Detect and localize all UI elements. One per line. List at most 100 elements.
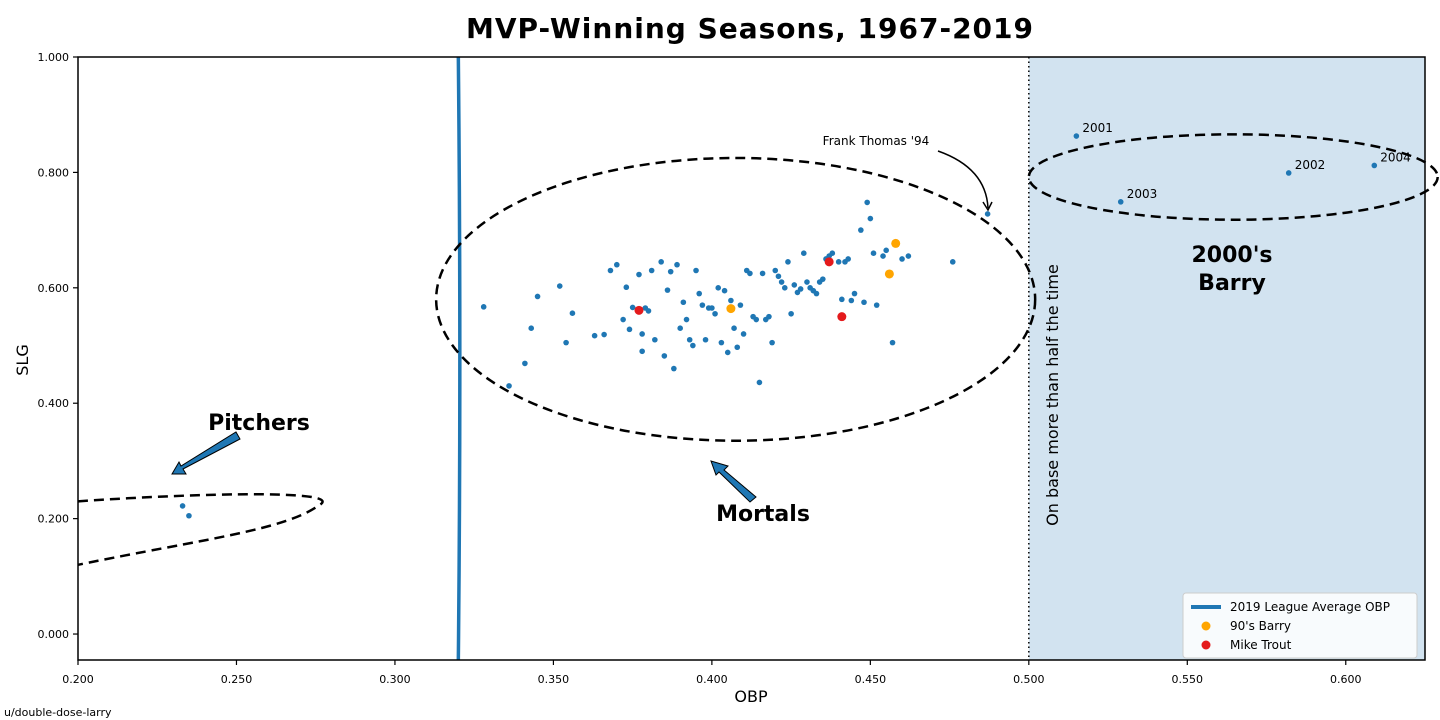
- y-tick-label: 0.400: [38, 397, 70, 410]
- mvp-point: [677, 325, 683, 332]
- mvp-point: [680, 299, 687, 306]
- mvp-point: [686, 336, 693, 343]
- trout-point: [837, 312, 847, 322]
- league-average-obp-line: [456, 56, 462, 661]
- year-label: 2002: [1295, 158, 1326, 172]
- pitchers-annotation: Pitchers: [208, 411, 310, 436]
- mvp-point: [614, 261, 620, 268]
- mvp-point: [788, 310, 794, 317]
- mvp-point: [690, 342, 696, 349]
- mvp-point: [845, 256, 851, 262]
- mvp-point: [480, 304, 487, 310]
- mvp-point: [766, 313, 772, 320]
- mvp-point: [813, 290, 820, 297]
- mvp-point: [652, 336, 658, 343]
- mvp-point: [1371, 162, 1378, 169]
- mvp-point: [864, 199, 870, 206]
- year-label: 2004: [1380, 150, 1411, 164]
- mvp-point: [607, 267, 614, 274]
- annotation-labels: 2001 2002 2003 2004: [1082, 121, 1410, 201]
- mvp-point: [569, 310, 576, 317]
- mvp-point: [522, 360, 528, 367]
- year-label: 2003: [1127, 187, 1158, 201]
- mvp-point: [620, 316, 626, 323]
- mvp-point: [674, 261, 680, 268]
- mvp-point: [636, 271, 642, 278]
- mvp-point: [880, 253, 886, 259]
- x-tick-label: 0.400: [696, 673, 728, 686]
- mvp-point: [984, 211, 991, 217]
- mvp-point: [797, 286, 804, 292]
- barry-2000s-annotation-line2: Barry: [1198, 271, 1266, 296]
- mvp-point: [785, 259, 791, 265]
- mvp-point: [835, 259, 842, 265]
- high-obp-shaded-region: [1028, 57, 1425, 660]
- mvp-point: [820, 276, 826, 282]
- mortals-annotation: Mortals: [716, 502, 810, 527]
- mvp-point: [721, 287, 728, 294]
- mvp-point: [756, 379, 763, 386]
- mvp-point: [778, 279, 785, 285]
- x-tick-label: 0.350: [538, 673, 570, 686]
- mvp-point: [626, 326, 633, 333]
- x-tick-label: 0.200: [62, 673, 94, 686]
- mortals-arrow-icon: [710, 460, 757, 503]
- data-points: [179, 133, 1378, 519]
- mvp-point: [664, 287, 671, 293]
- annotation-ellipses: [77, 133, 1439, 567]
- mvp-point: [556, 283, 563, 289]
- frank-thomas-arrowhead-icon: [982, 201, 993, 212]
- mvp-point: [769, 339, 775, 346]
- trout-point: [634, 305, 644, 315]
- mvp-point: [851, 290, 858, 297]
- mvp-point: [718, 339, 725, 346]
- mvp-point: [648, 267, 655, 274]
- mvp-point: [1117, 199, 1124, 205]
- mvp-point: [747, 270, 753, 277]
- mvp-point: [791, 282, 798, 288]
- barry-2000s-annotation-line1: 2000's: [1191, 243, 1272, 268]
- mvp-point: [883, 247, 889, 254]
- mvp-point: [639, 348, 645, 355]
- mvp-point: [737, 302, 744, 308]
- mvp-point: [804, 279, 810, 285]
- mvp-point: [661, 353, 668, 359]
- mvp-point: [563, 339, 569, 346]
- x-axis-label: OBP: [734, 687, 768, 706]
- chart-title: MVP-Winning Seasons, 1967-2019: [466, 12, 1034, 45]
- mvp-point: [696, 290, 703, 297]
- mvp-point: [724, 349, 731, 356]
- mvp-point: [601, 331, 607, 338]
- mvp-point: [731, 325, 737, 332]
- x-tick-label: 0.450: [855, 673, 887, 686]
- x-tick-label: 0.300: [379, 673, 411, 686]
- axis-ticks: 0.200 0.250 0.300 0.350 0.400 0.450 0.500 0.550…: [38, 51, 1362, 686]
- x-tick-label: 0.550: [1172, 673, 1204, 686]
- mvp-point: [734, 344, 741, 351]
- mvp-point: [1073, 133, 1080, 139]
- barry90s-point: [884, 269, 894, 279]
- legend-barry-label: 90's Barry: [1230, 619, 1291, 633]
- mvp-point: [867, 215, 874, 222]
- y-tick-label: 0.800: [38, 166, 70, 179]
- y-tick-label: 0.200: [38, 513, 70, 526]
- barry90s-point: [891, 238, 901, 248]
- mvp-point: [683, 316, 690, 323]
- mvp-point: [800, 250, 807, 256]
- mvp-point: [591, 332, 598, 339]
- mvp-point: [629, 304, 636, 311]
- mvp-point: [1285, 170, 1292, 176]
- mvp-point: [759, 270, 766, 277]
- legend-trout-marker-icon: [1201, 640, 1211, 650]
- mvp-point: [506, 383, 512, 389]
- mvp-point: [870, 250, 877, 256]
- y-tick-label: 0.600: [38, 282, 70, 295]
- mvp-point: [899, 256, 905, 262]
- plot-frame: [77, 56, 1426, 661]
- mvp-point: [740, 331, 747, 337]
- mvp-point: [839, 296, 845, 303]
- mvp-point: [772, 267, 779, 274]
- legend-barry-marker-icon: [1201, 621, 1211, 631]
- mvp-point: [781, 285, 788, 291]
